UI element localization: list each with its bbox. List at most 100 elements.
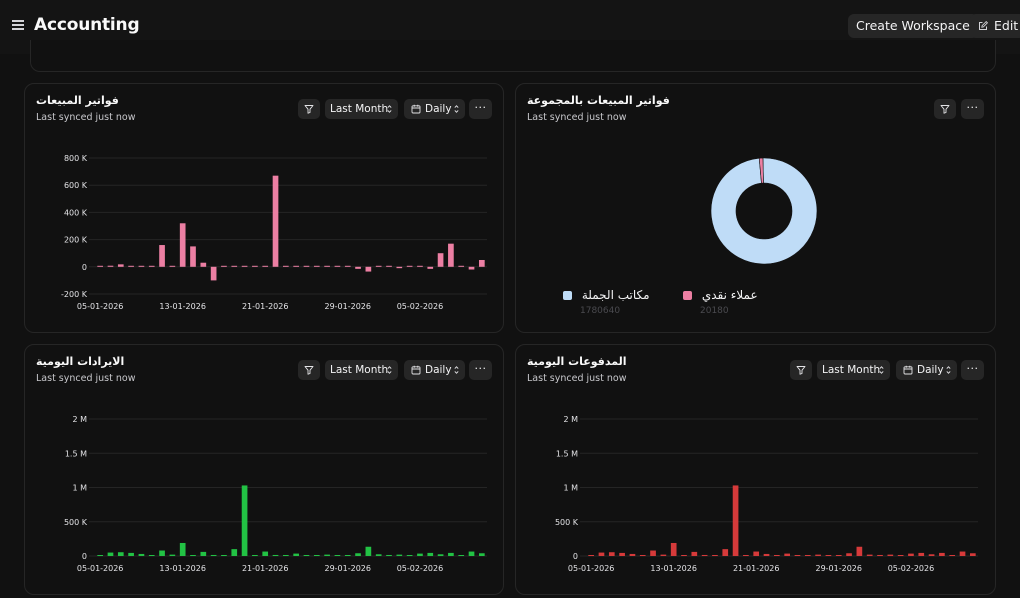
bar[interactable] <box>939 552 945 556</box>
bar[interactable] <box>107 265 114 267</box>
bar[interactable] <box>386 265 392 267</box>
bar[interactable] <box>970 553 976 556</box>
bar[interactable] <box>272 175 279 267</box>
bar[interactable] <box>701 554 708 556</box>
bar[interactable] <box>681 555 687 556</box>
bar[interactable] <box>468 551 475 556</box>
bar[interactable] <box>670 542 677 556</box>
bar[interactable] <box>169 265 176 267</box>
bar[interactable] <box>159 245 165 267</box>
bar[interactable] <box>815 554 821 556</box>
bar[interactable] <box>334 265 341 267</box>
bar[interactable] <box>375 554 382 556</box>
period-select[interactable]: Last Month <box>817 360 890 380</box>
bar[interactable] <box>375 265 382 267</box>
bar[interactable] <box>334 555 341 556</box>
bar[interactable] <box>355 553 361 556</box>
bar[interactable] <box>97 555 103 556</box>
bar[interactable] <box>313 265 320 267</box>
bar[interactable] <box>283 265 289 267</box>
bar[interactable] <box>107 552 114 556</box>
bar[interactable] <box>210 266 217 281</box>
bar[interactable] <box>303 265 310 267</box>
bar[interactable] <box>763 553 770 556</box>
filter-button[interactable] <box>790 360 812 380</box>
bar[interactable] <box>241 265 248 267</box>
pie-slice[interactable] <box>710 157 818 265</box>
bar[interactable] <box>629 553 636 556</box>
bar[interactable] <box>231 265 238 267</box>
filter-button[interactable] <box>934 99 956 119</box>
bar[interactable] <box>221 265 227 267</box>
bar[interactable] <box>712 555 718 556</box>
bar[interactable] <box>417 265 423 267</box>
bar[interactable] <box>897 555 904 556</box>
bar[interactable] <box>437 554 444 556</box>
bar[interactable] <box>138 265 145 267</box>
bar[interactable] <box>313 555 320 556</box>
bar[interactable] <box>918 552 925 556</box>
pie-slice[interactable] <box>758 157 764 184</box>
more-options-button[interactable]: ··· <box>961 360 984 380</box>
bar[interactable] <box>949 555 956 556</box>
bar[interactable] <box>293 553 299 556</box>
bar[interactable] <box>221 555 227 556</box>
edit-button[interactable]: Edit <box>970 14 1020 38</box>
bar[interactable] <box>774 555 780 556</box>
bar[interactable] <box>396 554 403 556</box>
bar[interactable] <box>619 552 625 556</box>
menu-icon[interactable] <box>12 19 24 31</box>
bar[interactable] <box>959 551 966 556</box>
bar[interactable] <box>650 550 656 556</box>
granularity-select[interactable]: Daily <box>896 360 957 380</box>
bar[interactable] <box>365 266 372 272</box>
bar[interactable] <box>344 555 351 556</box>
more-options-button[interactable]: ··· <box>469 360 492 380</box>
bar[interactable] <box>210 554 217 556</box>
period-select[interactable]: Last Month <box>325 360 398 380</box>
bar[interactable] <box>691 551 698 556</box>
bar[interactable] <box>458 265 465 267</box>
bar[interactable] <box>386 554 392 556</box>
bar[interactable] <box>272 554 279 556</box>
bar[interactable] <box>479 260 485 267</box>
bar[interactable] <box>753 551 760 556</box>
bar[interactable] <box>448 243 454 267</box>
bar[interactable] <box>598 552 605 556</box>
filter-button[interactable] <box>298 360 320 380</box>
bar[interactable] <box>406 265 413 267</box>
bar[interactable] <box>365 546 372 556</box>
bar[interactable] <box>856 546 863 556</box>
bar[interactable] <box>588 555 594 556</box>
bar[interactable] <box>117 264 124 267</box>
bar[interactable] <box>479 553 485 556</box>
bar[interactable] <box>138 553 145 556</box>
bar[interactable] <box>437 253 444 267</box>
bar[interactable] <box>743 555 749 556</box>
bar[interactable] <box>458 555 465 556</box>
bar[interactable] <box>835 555 842 556</box>
bar[interactable] <box>417 553 423 556</box>
bar[interactable] <box>804 555 811 556</box>
bar[interactable] <box>190 246 196 267</box>
period-select[interactable]: Last Month <box>325 99 398 119</box>
bar[interactable] <box>355 266 361 269</box>
bar[interactable] <box>293 265 299 267</box>
bar[interactable] <box>303 555 310 556</box>
bar[interactable] <box>344 265 351 267</box>
bar[interactable] <box>200 551 207 556</box>
bar[interactable] <box>406 555 413 556</box>
filter-button[interactable] <box>298 99 320 119</box>
bar[interactable] <box>722 549 729 556</box>
bar[interactable] <box>732 485 739 556</box>
bar[interactable] <box>190 555 196 556</box>
bar[interactable] <box>241 485 248 556</box>
bar[interactable] <box>608 552 615 556</box>
bar[interactable] <box>128 552 134 556</box>
bar[interactable] <box>283 555 289 556</box>
bar[interactable] <box>396 266 403 269</box>
bar[interactable] <box>427 266 434 269</box>
bar[interactable] <box>877 554 883 556</box>
bar[interactable] <box>866 554 873 556</box>
granularity-select[interactable]: Daily <box>404 360 465 380</box>
